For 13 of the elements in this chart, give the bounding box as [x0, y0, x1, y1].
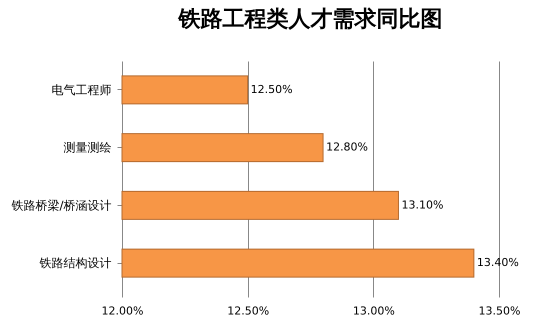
y-tick-label: 铁路结构设计	[38, 256, 112, 270]
x-tick-label: 12.00%	[102, 304, 144, 318]
x-tick-label: 13.00%	[352, 304, 395, 318]
y-tick-label: 铁路桥梁/桥涵设计	[10, 198, 112, 212]
data-label: 12.80%	[326, 140, 368, 154]
x-tick-label: 12.50%	[227, 304, 270, 318]
data-label: 12.50%	[250, 82, 293, 96]
y-tick-label: 电气工程师	[52, 82, 112, 97]
x-tick-label: 13.50%	[478, 304, 520, 318]
data-label: 13.40%	[476, 256, 519, 270]
y-tick-label: 测量测绘	[64, 140, 112, 155]
chart-title: 铁路工程类人才需求同比图	[178, 6, 442, 31]
data-label: 13.10%	[401, 198, 444, 212]
